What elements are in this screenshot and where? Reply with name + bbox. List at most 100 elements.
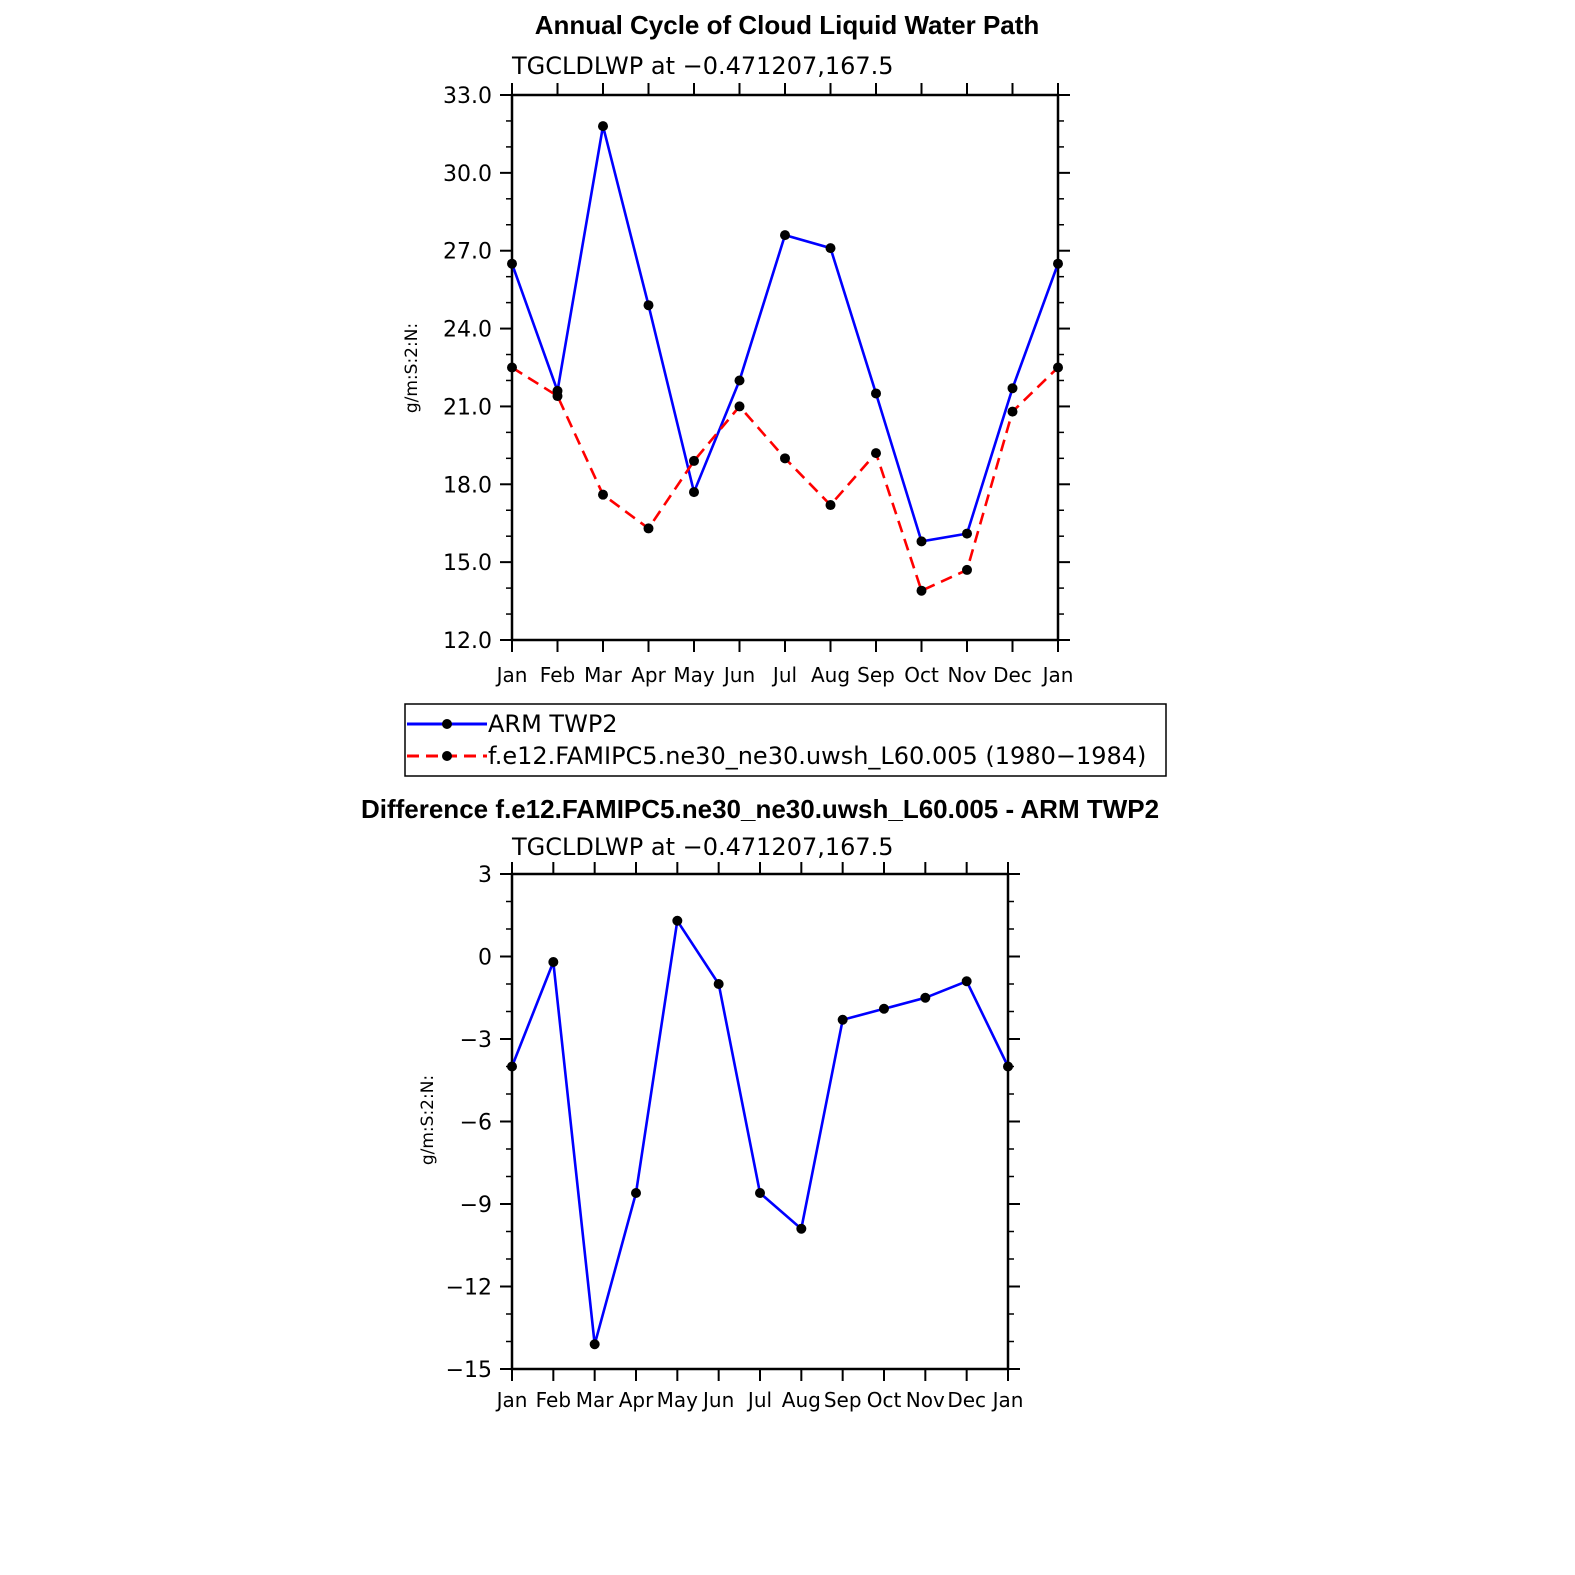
data-point	[1007, 406, 1018, 417]
x-tick-label: Sep	[857, 663, 895, 687]
top-chart: Annual Cycle of Cloud Liquid Water Path …	[402, 10, 1073, 687]
y-tick-label: −6	[460, 1111, 492, 1136]
data-point	[734, 401, 745, 412]
data-point	[879, 1003, 889, 1014]
y-tick-label: −12	[446, 1276, 492, 1301]
x-tick-label: Jan	[991, 1388, 1024, 1412]
data-point	[1053, 362, 1063, 373]
data-point	[916, 536, 927, 547]
x-tick-label: Mar	[584, 663, 623, 687]
data-point	[713, 979, 724, 989]
bottom-chart-subtitle: TGCLDLWP at −0.471207,167.5	[511, 833, 894, 861]
data-point	[589, 1339, 600, 1350]
x-tick-label: Nov	[906, 1388, 945, 1412]
series-line-0	[510, 125, 1060, 543]
data-point	[689, 455, 699, 466]
data-point	[871, 448, 881, 459]
x-tick-label: Jun	[701, 1388, 734, 1412]
data-point	[672, 915, 683, 926]
data-point	[916, 585, 927, 596]
data-point	[825, 500, 836, 511]
x-tick-label: Aug	[811, 663, 850, 687]
plot-frame	[510, 872, 1010, 1371]
x-tick-label: May	[673, 663, 715, 687]
data-point	[962, 564, 972, 575]
data-point	[1007, 383, 1018, 394]
x-tick-label: Nov	[947, 663, 986, 687]
bottom-chart: Difference f.e12.FAMIPC5.ne30_ne30.uwsh_…	[361, 794, 1159, 1412]
data-point	[548, 957, 559, 967]
y-tick-label: 3	[478, 863, 492, 888]
data-point	[643, 523, 654, 534]
x-tick-label: Jul	[746, 1388, 772, 1412]
data-point	[920, 992, 931, 1003]
x-tick-label: Dec	[947, 1388, 986, 1412]
y-tick-label: 30.0	[443, 162, 492, 187]
y-tick-label: −9	[460, 1193, 492, 1218]
x-tick-label: Jan	[495, 1388, 528, 1412]
x-tick-label: Dec	[993, 663, 1032, 687]
data-point	[871, 388, 881, 399]
data-point	[837, 1014, 848, 1025]
data-point	[507, 258, 517, 269]
x-tick-label: Jan	[1041, 663, 1074, 687]
data-point	[598, 489, 608, 500]
x-tick-label: Sep	[824, 1388, 862, 1412]
y-tick-label: 21.0	[443, 395, 492, 420]
data-point	[643, 300, 654, 311]
data-point	[796, 1223, 807, 1234]
data-point	[755, 1188, 765, 1198]
x-tick-label: Aug	[782, 1388, 821, 1412]
data-point	[780, 230, 790, 241]
x-tick-label: Apr	[619, 1388, 654, 1412]
x-tick-label: Apr	[631, 663, 666, 687]
data-point	[631, 1188, 641, 1198]
data-point	[1003, 1061, 1013, 1072]
data-point	[1053, 258, 1063, 269]
y-tick-label: 24.0	[443, 318, 492, 343]
top-chart-ylabel: g/m:S:2:N:	[402, 323, 422, 413]
x-tick-label: Jul	[771, 663, 797, 687]
x-tick-label: Mar	[576, 1388, 615, 1412]
y-tick-label: 12.0	[443, 629, 492, 654]
legend-marker-arm	[442, 719, 452, 729]
x-tick-label: Jun	[722, 663, 755, 687]
data-point	[552, 391, 563, 402]
top-chart-title: Annual Cycle of Cloud Liquid Water Path	[535, 10, 1040, 40]
data-point	[507, 362, 517, 373]
y-tick-label: 15.0	[443, 551, 492, 576]
x-tick-label: Feb	[536, 1388, 571, 1412]
legend: ARM TWP2 f.e12.FAMIPC5.ne30_ne30.uwsh_L6…	[404, 703, 1167, 777]
data-point	[598, 121, 608, 132]
y-tick-label: −15	[446, 1358, 492, 1383]
x-tick-label: Jan	[495, 663, 528, 687]
data-point	[507, 1061, 517, 1072]
bottom-chart-title: Difference f.e12.FAMIPC5.ne30_ne30.uwsh_…	[361, 794, 1159, 824]
series-line-1	[511, 366, 1059, 593]
bottom-chart-ylabel: g/m:S:2:N:	[418, 1075, 438, 1165]
data-point	[689, 487, 699, 498]
x-tick-label: Oct	[904, 663, 939, 687]
y-tick-label: 27.0	[443, 240, 492, 265]
legend-label-arm: ARM TWP2	[488, 710, 618, 738]
legend-label-model: f.e12.FAMIPC5.ne30_ne30.uwsh_L60.005 (19…	[488, 742, 1146, 770]
series-line-0	[510, 917, 1010, 1345]
data-point	[961, 976, 972, 987]
y-tick-label: 0	[478, 946, 492, 971]
x-tick-label: Feb	[540, 663, 575, 687]
y-tick-label: −3	[460, 1028, 492, 1053]
data-point	[734, 375, 745, 386]
data-point	[825, 243, 836, 254]
data-point	[962, 528, 972, 539]
x-tick-label: May	[657, 1388, 699, 1412]
legend-box	[404, 703, 1167, 777]
legend-marker-model	[442, 751, 452, 761]
top-chart-subtitle: TGCLDLWP at −0.471207,167.5	[511, 52, 894, 80]
data-point	[780, 453, 790, 464]
y-tick-label: 18.0	[443, 473, 492, 498]
x-tick-label: Oct	[867, 1388, 902, 1412]
top-plot-area: 12.0 15.0 18.0 21.0 24.0 27.0 30.0 33.0 Jan Feb Ma…	[443, 83, 1073, 687]
bottom-plot-area: −15 −12 −9 −6 −3 0 3 Jan Feb Mar Apr May Jun Jul Aug Se…	[446, 862, 1024, 1412]
y-tick-label: 33.0	[443, 84, 492, 109]
